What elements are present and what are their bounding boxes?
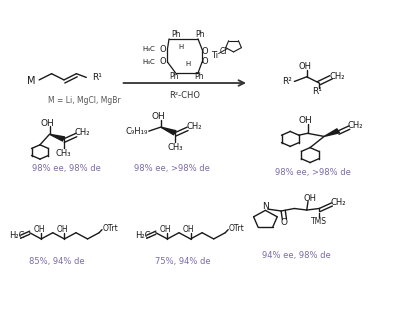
Text: OH: OH xyxy=(152,112,166,121)
Text: CH₂: CH₂ xyxy=(329,72,345,81)
Text: N: N xyxy=(262,202,269,211)
Text: R¹: R¹ xyxy=(92,73,102,82)
Text: O: O xyxy=(201,57,208,66)
Text: H₃C: H₃C xyxy=(142,59,155,65)
Text: 98% ee, >98% de: 98% ee, >98% de xyxy=(134,164,210,173)
Text: Ph: Ph xyxy=(195,72,204,81)
Text: 94% ee, 98% de: 94% ee, 98% de xyxy=(262,251,331,260)
Text: R¹: R¹ xyxy=(312,87,322,96)
Polygon shape xyxy=(161,127,176,134)
Text: 85%, 94% de: 85%, 94% de xyxy=(29,257,84,266)
Text: R²: R² xyxy=(283,77,292,86)
Text: 98% ee, >98% de: 98% ee, >98% de xyxy=(275,168,351,177)
Text: H₂C: H₂C xyxy=(9,231,24,240)
Text: Ph: Ph xyxy=(170,72,179,81)
Text: CH₃: CH₃ xyxy=(167,143,183,152)
Text: OTrt: OTrt xyxy=(229,225,244,233)
Text: OH: OH xyxy=(299,116,312,125)
Text: M = Li, MgCl, MgBr: M = Li, MgCl, MgBr xyxy=(48,95,121,105)
Text: CH₂: CH₂ xyxy=(186,122,202,131)
Text: CH₂: CH₂ xyxy=(348,121,363,130)
Text: Cl: Cl xyxy=(220,47,227,56)
Text: OH: OH xyxy=(56,225,68,234)
Text: C₉H₁₉: C₉H₁₉ xyxy=(125,127,147,136)
Text: TMS: TMS xyxy=(311,217,327,226)
Text: OH: OH xyxy=(159,225,171,234)
Text: Ph: Ph xyxy=(196,30,205,39)
Text: H: H xyxy=(186,61,190,67)
Text: H₃C: H₃C xyxy=(142,46,155,52)
Text: CH₃: CH₃ xyxy=(56,149,71,158)
Text: H: H xyxy=(178,44,183,50)
Text: Ti: Ti xyxy=(211,51,218,60)
Text: M: M xyxy=(27,76,36,86)
Text: O: O xyxy=(281,218,288,227)
Text: OH: OH xyxy=(41,119,54,128)
Text: OH: OH xyxy=(183,225,194,234)
Text: OH: OH xyxy=(298,62,311,71)
Text: O: O xyxy=(160,45,166,54)
Text: 98% ee, 98% de: 98% ee, 98% de xyxy=(32,164,101,173)
Text: CH₂: CH₂ xyxy=(75,128,90,137)
Text: OTrt: OTrt xyxy=(103,225,118,233)
Text: H₂C: H₂C xyxy=(135,231,151,240)
Text: OH: OH xyxy=(33,225,45,234)
Text: O: O xyxy=(201,47,208,56)
Text: R²-CHO: R²-CHO xyxy=(169,91,200,100)
Polygon shape xyxy=(324,129,339,136)
Text: O: O xyxy=(160,57,166,66)
Text: OH: OH xyxy=(304,194,317,203)
Text: 75%, 94% de: 75%, 94% de xyxy=(155,257,210,266)
Text: Ph: Ph xyxy=(171,30,181,39)
Text: CH₂: CH₂ xyxy=(330,198,346,207)
Polygon shape xyxy=(49,134,65,141)
